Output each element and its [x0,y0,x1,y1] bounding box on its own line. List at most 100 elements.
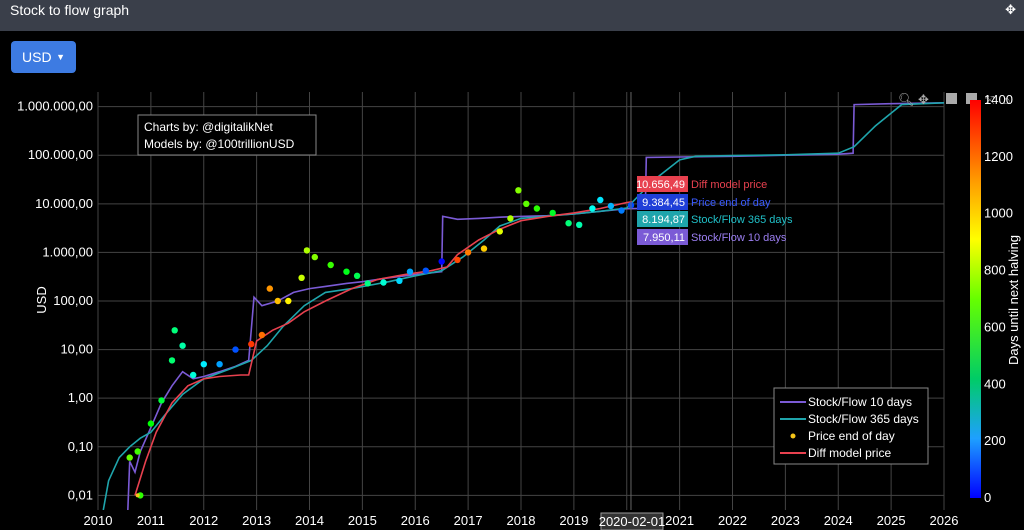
price-point [168,357,176,364]
zoom-icon[interactable]: 🔍︎ [898,92,915,107]
svg-text:8.194,87: 8.194,87 [642,214,685,226]
legend-item[interactable]: Diff model price [780,446,891,460]
svg-text:Diff model price: Diff model price [808,446,891,460]
price-point [327,261,334,269]
price-point [179,342,186,349]
price-point [134,448,141,455]
credits-box: Charts by: @digitalikNet Models by: @100… [137,114,317,156]
price-point [248,340,255,348]
series-layer [102,102,944,510]
price-point [303,247,311,254]
price-point [158,397,165,404]
series-line [134,201,633,496]
colorbar-tick: 0 [984,490,991,505]
price-point [507,215,514,222]
price-point [422,267,429,274]
chevron-down-icon: ▼ [56,52,65,62]
credits-line-1: Charts by: @digitalikNet [144,120,274,134]
price-point [464,249,472,256]
autoscale-icon[interactable]: ⤧ [985,93,995,107]
svg-text:Stock/Flow 10 days: Stock/Flow 10 days [808,395,912,409]
price-point [406,268,414,275]
price-point [589,205,596,212]
price-point [298,274,305,281]
y-tick-label: 0,10 [68,439,93,454]
colorbar: 0 200 400 600 800 1000 1200 1400 Days until nex… [970,92,1021,505]
hover-labels: 2020-02-01 10.656,49 Diff model price 9.384… [599,92,793,530]
price-point [258,331,266,339]
colorbar-tick: 200 [984,433,1006,448]
hover-label: 7.950,11 Stock/Flow 10 days [637,229,787,245]
svg-text:Stock/Flow 365 days: Stock/Flow 365 days [691,214,793,226]
move-icon[interactable]: ✥ [1005,2,1016,17]
price-point [266,285,273,292]
colorbar-tick: 1200 [984,149,1013,164]
modebar[interactable]: 🔍︎ ✥ ⤧ ⌂ [898,92,1010,107]
colorbar-tick: 1400 [984,92,1013,107]
y-tick-label: 10,00 [60,342,93,357]
x-tick-label: 2025 [877,513,906,528]
x-tick-label: 2022 [718,513,747,528]
price-point [216,361,223,368]
y-tick-label: 10.000,00 [35,196,93,211]
y-tick-label: 100.000,00 [28,147,93,162]
title-bar: Stock to flow graph ✥ [0,0,1024,31]
hover-date: 2020-02-01 [599,512,665,530]
colorbar-title: Days until next halving [1006,235,1021,365]
price-point [396,277,403,284]
y-axis: 0,01 0,10 1,00 10,00 100,00 1.000,00 10.000,00… [17,99,93,503]
legend: Stock/Flow 10 days Stock/Flow 365 days Pri… [773,387,929,465]
price-point [523,200,530,207]
x-tick-label: 2018 [507,513,536,528]
colorbar-tick: 1000 [984,206,1013,221]
price-point [190,371,197,379]
x-tick-label: 2021 [665,513,694,528]
price-point [597,196,604,204]
y-tick-label: 1.000.000,00 [17,99,93,114]
x-tick-label: 2015 [348,513,377,528]
hover-label: 10.656,49 Diff model price [636,176,767,192]
y-axis-title: USD [34,286,49,313]
legend-item[interactable]: Stock/Flow 10 days [780,395,912,409]
svg-text:10.656,49: 10.656,49 [636,179,685,191]
zoom-out-icon[interactable] [966,93,977,104]
currency-dropdown[interactable]: USD ▼ [11,41,76,73]
window-title: Stock to flow graph [10,2,130,18]
price-point [618,207,625,214]
svg-text:Stock/Flow 10 days: Stock/Flow 10 days [691,232,787,244]
price-point [147,420,155,427]
price-point [380,279,387,286]
y-tick-label: 0,01 [68,487,93,502]
price-point [135,493,140,498]
x-tick-label: 2023 [771,513,800,528]
price-point [353,272,361,279]
legend-item[interactable]: Price end of day [790,429,895,443]
x-tick-label: 2012 [189,513,218,528]
price-point [311,253,318,261]
price-point [515,187,522,194]
legend-item[interactable]: Stock/Flow 365 days [780,412,919,426]
currency-label: USD [22,49,52,65]
price-point [171,327,178,334]
svg-text:Diff model price: Diff model price [691,179,767,191]
price-point [607,202,615,210]
price-point [480,245,488,252]
credits-line-2: Models by: @100trillionUSD [144,137,295,151]
price-point [364,280,371,287]
pan-icon[interactable]: ✥ [918,92,929,107]
price-point [274,297,281,305]
colorbar-tick: 600 [984,319,1006,334]
y-tick-label: 1.000,00 [42,244,93,259]
price-point [343,268,350,275]
x-tick-label: 2017 [454,513,483,528]
svg-text:Price end of day: Price end of day [691,197,771,209]
zoom-in-icon[interactable] [946,93,957,104]
reset-icon[interactable]: ⌂ [1003,93,1010,107]
colorbar-tick: 400 [984,376,1006,391]
x-tick-label: 2011 [137,513,165,528]
y-tick-label: 1,00 [68,390,93,405]
hover-label: 8.194,87 Stock/Flow 365 days [637,211,793,227]
grid [97,92,945,510]
x-tick-label: 2014 [295,513,324,528]
